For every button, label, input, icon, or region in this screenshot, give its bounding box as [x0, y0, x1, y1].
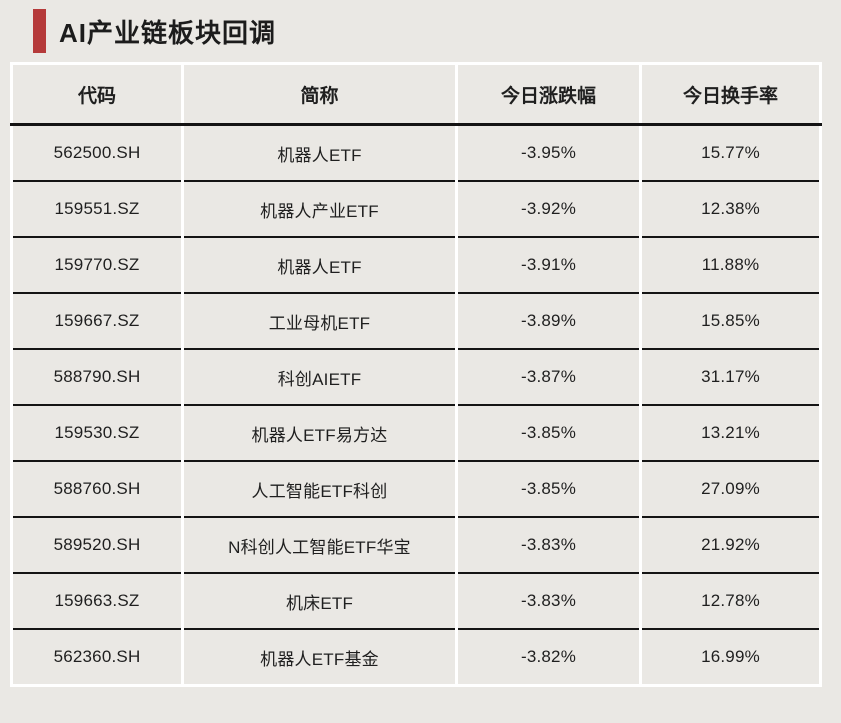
name-cell: 机器人ETF [181, 124, 458, 182]
code-column-header: 代码 [10, 62, 184, 126]
change-cell: -3.95% [455, 124, 642, 182]
header-row: 代码 简称 今日涨跌幅 今日换手率 [10, 62, 822, 126]
name-cell: 机器人ETF [181, 237, 458, 294]
table-row: 562360.SH 机器人ETF基金 -3.82% 16.99% [10, 629, 822, 687]
table-row: 589520.SH N科创人工智能ETF华宝 -3.83% 21.92% [10, 517, 822, 574]
change-cell: -3.83% [455, 517, 642, 574]
code-cell: 159770.SZ [10, 237, 184, 294]
name-cell: 人工智能ETF科创 [181, 461, 458, 518]
name-column-header: 简称 [181, 62, 458, 126]
name-cell: 机器人产业ETF [181, 181, 458, 238]
turnover-cell: 21.92% [639, 517, 822, 574]
name-cell: 机器人ETF易方达 [181, 405, 458, 462]
change-cell: -3.91% [455, 237, 642, 294]
etf-table: 代码 简称 今日涨跌幅 今日换手率 562500.SH 机器人ETF -3.95% 1… [10, 62, 822, 687]
change-cell: -3.92% [455, 181, 642, 238]
turnover-cell: 15.77% [639, 124, 822, 182]
table-row: 562500.SH 机器人ETF -3.95% 15.77% [10, 124, 822, 182]
table-row: 159667.SZ 工业母机ETF -3.89% 15.85% [10, 293, 822, 350]
turnover-cell: 11.88% [639, 237, 822, 294]
turnover-cell: 16.99% [639, 629, 822, 687]
change-column-header: 今日涨跌幅 [455, 62, 642, 126]
code-cell: 159530.SZ [10, 405, 184, 462]
change-cell: -3.85% [455, 461, 642, 518]
turnover-cell: 12.78% [639, 573, 822, 630]
table-row: 588790.SH 科创AIETF -3.87% 31.17% [10, 349, 822, 406]
change-cell: -3.85% [455, 405, 642, 462]
name-cell: 工业母机ETF [181, 293, 458, 350]
turnover-cell: 13.21% [639, 405, 822, 462]
change-cell: -3.83% [455, 573, 642, 630]
table-row: 588760.SH 人工智能ETF科创 -3.85% 27.09% [10, 461, 822, 518]
table-row: 159530.SZ 机器人ETF易方达 -3.85% 13.21% [10, 405, 822, 462]
name-cell: 机床ETF [181, 573, 458, 630]
turnover-cell: 12.38% [639, 181, 822, 238]
page-title: AI产业链板块回调 [59, 17, 277, 48]
table-header: 代码 简称 今日涨跌幅 今日换手率 [10, 62, 822, 126]
table-row: 159663.SZ 机床ETF -3.83% 12.78% [10, 573, 822, 630]
table-row: 159551.SZ 机器人产业ETF -3.92% 12.38% [10, 181, 822, 238]
title-accent-bar [33, 9, 46, 53]
name-cell: 机器人ETF基金 [181, 629, 458, 687]
change-cell: -3.82% [455, 629, 642, 687]
name-cell: 科创AIETF [181, 349, 458, 406]
code-cell: 588760.SH [10, 461, 184, 518]
code-cell: 589520.SH [10, 517, 184, 574]
code-cell: 562360.SH [10, 629, 184, 687]
code-cell: 159663.SZ [10, 573, 184, 630]
code-cell: 562500.SH [10, 124, 184, 182]
table-body: 562500.SH 机器人ETF -3.95% 15.77% 159551.SZ 机器人产… [10, 124, 822, 687]
turnover-cell: 15.85% [639, 293, 822, 350]
table-row: 159770.SZ 机器人ETF -3.91% 11.88% [10, 237, 822, 294]
name-cell: N科创人工智能ETF华宝 [181, 517, 458, 574]
turnover-column-header: 今日换手率 [639, 62, 822, 126]
code-cell: 588790.SH [10, 349, 184, 406]
turnover-cell: 31.17% [639, 349, 822, 406]
code-cell: 159667.SZ [10, 293, 184, 350]
code-cell: 159551.SZ [10, 181, 184, 238]
change-cell: -3.87% [455, 349, 642, 406]
turnover-cell: 27.09% [639, 461, 822, 518]
change-cell: -3.89% [455, 293, 642, 350]
title-row: AI产业链板块回调 [0, 0, 841, 54]
